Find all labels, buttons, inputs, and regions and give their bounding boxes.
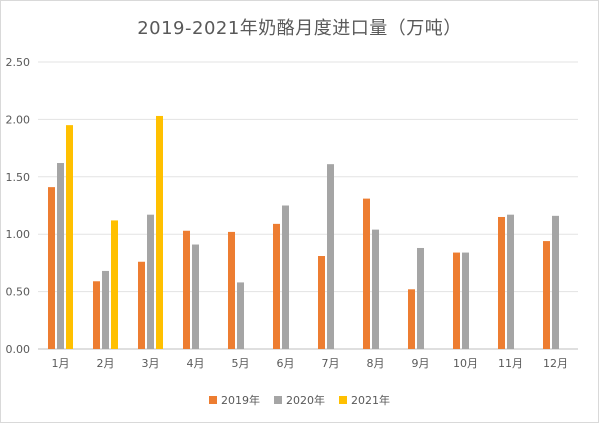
bar bbox=[363, 198, 370, 349]
bar bbox=[372, 229, 379, 349]
bar bbox=[156, 115, 163, 350]
legend-item-2019: 2019年 bbox=[209, 392, 260, 408]
x-tick-label: 5月 bbox=[232, 357, 250, 370]
bar bbox=[507, 214, 514, 349]
bar bbox=[282, 205, 289, 349]
bar bbox=[408, 289, 415, 349]
bar bbox=[57, 163, 64, 349]
x-tick-label: 3月 bbox=[142, 357, 160, 370]
bar bbox=[48, 187, 55, 349]
bar bbox=[498, 216, 505, 349]
legend-label-2021: 2021年 bbox=[351, 394, 390, 407]
y-tick-label: 1.50 bbox=[6, 171, 31, 184]
bar bbox=[237, 282, 244, 349]
bar bbox=[552, 215, 559, 349]
x-tick-label: 1月 bbox=[52, 357, 70, 370]
x-tick-label: 7月 bbox=[322, 357, 340, 370]
x-tick-label: 6月 bbox=[277, 357, 295, 370]
bar bbox=[453, 252, 460, 349]
legend-swatch-2021 bbox=[339, 396, 347, 404]
bar bbox=[93, 281, 100, 349]
y-tick-label: 0.00 bbox=[6, 343, 31, 356]
bar bbox=[102, 270, 109, 349]
y-tick-label: 2.00 bbox=[6, 113, 31, 126]
bar bbox=[318, 256, 325, 349]
bar bbox=[417, 247, 424, 349]
bar bbox=[138, 261, 145, 349]
bar bbox=[273, 223, 280, 349]
x-tick-label: 12月 bbox=[543, 357, 568, 370]
y-tick-label: 2.50 bbox=[6, 56, 31, 69]
bar bbox=[543, 241, 550, 349]
x-tick-label: 2月 bbox=[97, 357, 115, 370]
bar bbox=[462, 252, 469, 349]
bar bbox=[66, 125, 73, 349]
x-tick-label: 9月 bbox=[412, 357, 430, 370]
legend-label-2019: 2019年 bbox=[221, 394, 260, 407]
chart-title: 2019-2021年奶酪月度进口量（万吨） bbox=[137, 18, 462, 39]
bar bbox=[327, 164, 334, 349]
bar bbox=[183, 230, 190, 349]
legend-label-2020: 2020年 bbox=[286, 394, 325, 407]
bar bbox=[192, 244, 199, 349]
y-tick-label: 1.00 bbox=[6, 228, 31, 241]
x-tick-label: 4月 bbox=[187, 357, 205, 370]
legend-swatch-2019 bbox=[209, 396, 217, 404]
bar bbox=[111, 220, 118, 349]
bar bbox=[147, 214, 154, 349]
legend-item-2020: 2020年 bbox=[274, 392, 325, 408]
bar bbox=[228, 231, 235, 349]
x-tick-label: 10月 bbox=[453, 357, 478, 370]
legend-swatch-2020 bbox=[274, 396, 282, 404]
x-tick-label: 8月 bbox=[367, 357, 385, 370]
legend: 2019年 2020年 2021年 bbox=[0, 392, 599, 408]
y-tick-label: 0.50 bbox=[6, 286, 31, 299]
x-tick-label: 11月 bbox=[498, 357, 523, 370]
legend-item-2021: 2021年 bbox=[339, 392, 390, 408]
